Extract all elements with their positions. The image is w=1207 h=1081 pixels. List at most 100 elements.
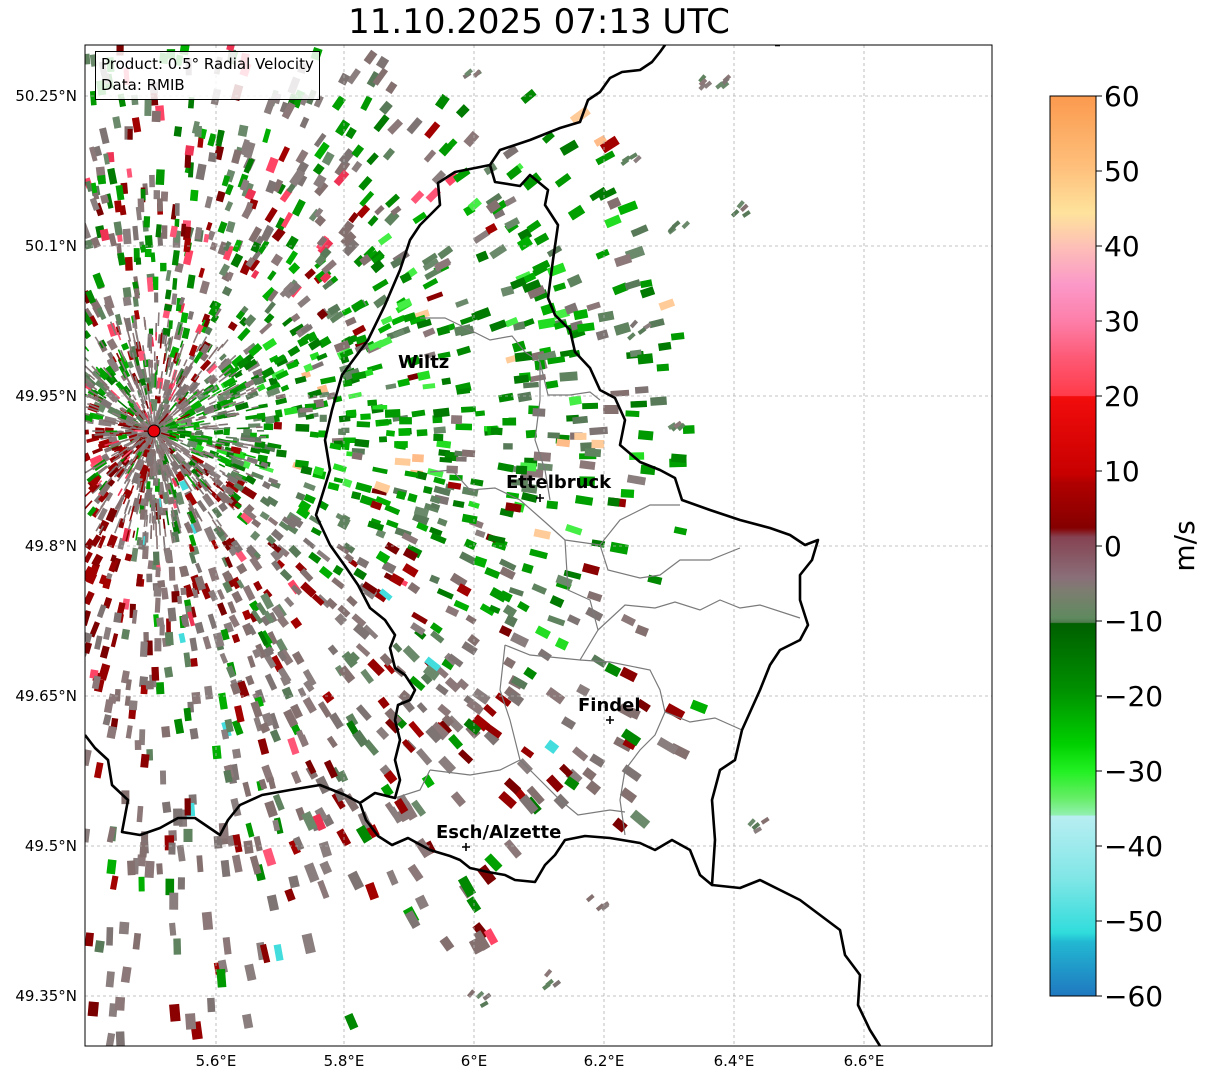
radar-echo bbox=[199, 280, 210, 295]
radar-echo bbox=[187, 499, 194, 510]
radar-echo bbox=[673, 526, 688, 536]
radar-echo bbox=[311, 593, 325, 607]
radar-echo bbox=[240, 511, 254, 525]
radar-echo bbox=[567, 204, 586, 221]
radar-echo bbox=[98, 574, 107, 585]
radar-echo bbox=[554, 172, 572, 188]
radar-echo bbox=[122, 446, 130, 452]
radar-echo bbox=[367, 520, 385, 532]
radar-echo bbox=[187, 438, 195, 442]
radar-echo bbox=[245, 390, 259, 401]
radar-echo bbox=[268, 376, 279, 386]
radar-echo bbox=[439, 456, 453, 463]
radar-echo bbox=[534, 625, 551, 640]
radar-echo bbox=[225, 220, 236, 233]
radar-echo bbox=[290, 617, 303, 630]
radar-echo bbox=[555, 574, 573, 588]
radar-echo bbox=[257, 738, 270, 756]
radar-echo bbox=[183, 478, 193, 492]
radar-echo bbox=[436, 439, 452, 449]
radar-echo bbox=[117, 423, 132, 428]
radar-echo bbox=[197, 462, 211, 472]
radar-echo bbox=[412, 211, 428, 225]
radar-echo bbox=[240, 437, 256, 440]
radar-echo bbox=[98, 376, 108, 386]
radar-echo bbox=[529, 374, 547, 383]
radar-echo bbox=[215, 484, 225, 492]
radar-echo bbox=[158, 429, 167, 432]
radar-echo bbox=[106, 826, 116, 843]
radar-echo bbox=[160, 371, 164, 379]
radar-echo bbox=[179, 296, 186, 306]
radar-echo bbox=[372, 466, 388, 475]
radar-echo bbox=[302, 668, 317, 687]
radar-echo bbox=[288, 262, 301, 275]
radar-echo bbox=[563, 569, 582, 580]
radar-echo bbox=[266, 534, 277, 545]
radar-echo bbox=[97, 387, 107, 397]
radar-echo bbox=[414, 894, 429, 910]
radar-echo bbox=[107, 461, 119, 472]
radar-echo bbox=[411, 611, 428, 625]
radar-echo bbox=[108, 417, 124, 424]
radar-echo bbox=[316, 235, 328, 248]
radar-echo bbox=[250, 241, 262, 254]
radar-echo bbox=[363, 49, 378, 65]
radar-echo bbox=[566, 614, 581, 626]
radar-echo bbox=[155, 462, 159, 475]
radar-echo bbox=[229, 454, 243, 461]
radar-echo bbox=[189, 382, 201, 395]
radar-echo bbox=[218, 463, 226, 468]
radar-echo bbox=[119, 407, 126, 413]
colorbar-tick-label: 10 bbox=[1104, 455, 1140, 488]
radar-echo bbox=[260, 615, 271, 627]
radar-echo bbox=[198, 267, 205, 278]
radar-echo bbox=[607, 497, 620, 507]
radar-echo bbox=[216, 343, 224, 352]
radar-echo bbox=[319, 414, 327, 422]
radar-echo bbox=[565, 524, 583, 536]
radar-echo bbox=[156, 617, 165, 627]
radar-echo bbox=[204, 427, 219, 430]
radar-echo bbox=[221, 570, 234, 583]
radar-echo bbox=[150, 499, 156, 512]
radar-echo bbox=[134, 320, 138, 330]
radar-echo bbox=[239, 178, 250, 192]
radar-echo bbox=[591, 439, 605, 449]
radar-echo bbox=[245, 386, 255, 392]
radar-echo bbox=[265, 495, 279, 507]
radar-echo bbox=[677, 422, 686, 432]
colorbar-tick-label: 20 bbox=[1104, 380, 1140, 413]
radar-echo bbox=[116, 494, 124, 507]
radar-echo bbox=[239, 442, 253, 447]
radar-echo bbox=[267, 477, 279, 485]
radar-echo bbox=[143, 353, 147, 366]
radar-echo bbox=[136, 503, 140, 515]
radar-echo bbox=[370, 259, 385, 274]
radar-echo bbox=[475, 250, 489, 263]
radar-echo bbox=[224, 556, 233, 569]
radar-echo bbox=[85, 828, 91, 843]
radar-echo bbox=[620, 613, 636, 627]
radar-echo bbox=[282, 317, 293, 327]
radar-echo bbox=[466, 699, 484, 716]
radar-echo bbox=[237, 445, 249, 449]
radar-echo bbox=[313, 466, 325, 477]
radar-echo bbox=[126, 382, 134, 393]
radar-echo bbox=[243, 428, 252, 436]
radar-echo bbox=[117, 537, 126, 550]
radar-echo bbox=[372, 67, 389, 86]
radar-echo bbox=[438, 755, 457, 775]
radar-echo bbox=[568, 395, 582, 406]
radar-echo bbox=[271, 560, 282, 571]
radar-echo bbox=[425, 725, 443, 744]
radar-echo bbox=[85, 453, 91, 463]
radar-echo bbox=[221, 339, 229, 348]
radar-echo bbox=[292, 836, 305, 851]
radar-echo bbox=[410, 190, 425, 205]
radar-echo bbox=[103, 419, 119, 425]
plot-frame bbox=[84, 44, 993, 1047]
radar-echo bbox=[503, 777, 522, 795]
radar-echo bbox=[385, 81, 398, 95]
radar-echo bbox=[386, 869, 399, 886]
